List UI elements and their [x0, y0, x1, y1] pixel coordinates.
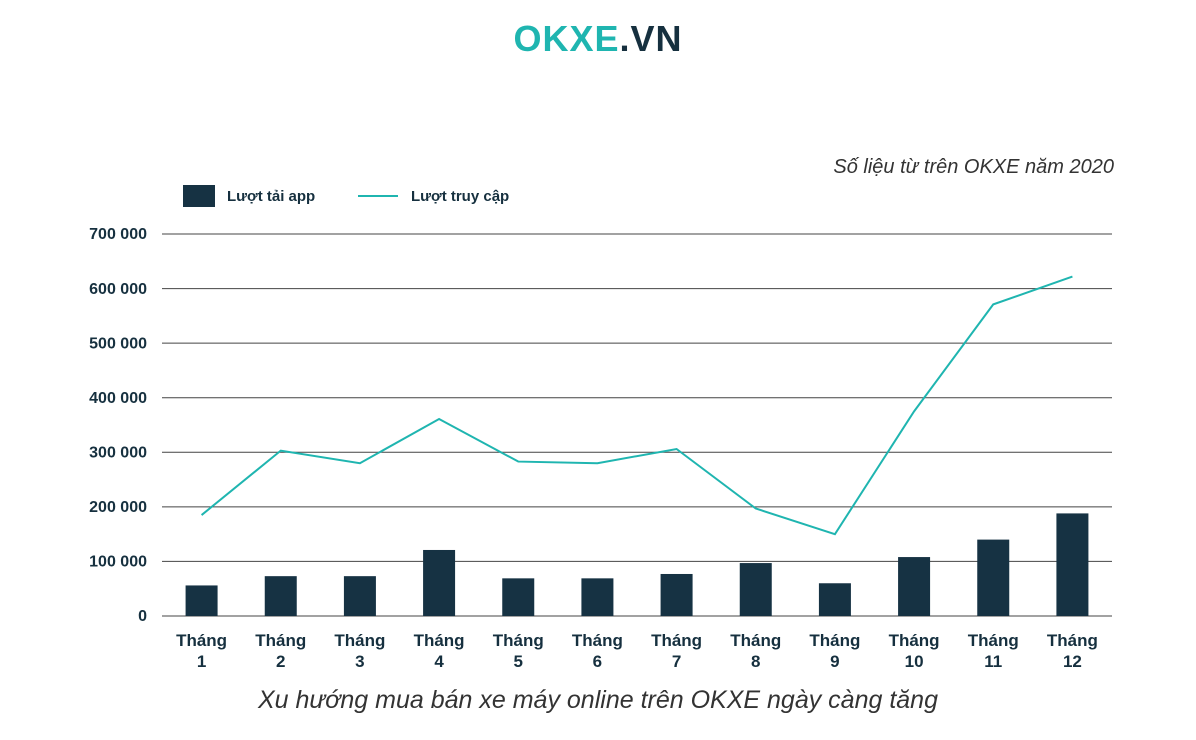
x-tick-label: Tháng 5 [493, 631, 544, 671]
bar [1056, 513, 1089, 616]
bar [818, 583, 851, 616]
bar [898, 557, 931, 616]
y-tick-label: 500 000 [89, 335, 147, 352]
y-tick-label: 200 000 [89, 499, 147, 516]
x-tick-label: Tháng 11 [968, 631, 1019, 671]
bar [423, 549, 456, 616]
x-tick-label: Tháng 12 [1047, 631, 1098, 671]
okxe-logo: OKXE.VN [0, 18, 1196, 60]
x-tick-label: Tháng 4 [414, 631, 465, 671]
bar [660, 573, 693, 616]
x-tick-label: Tháng 1 [176, 631, 227, 671]
logo-tld: .VN [619, 18, 683, 59]
y-tick-label: 400 000 [89, 390, 147, 407]
y-tick-label: 0 [138, 608, 147, 625]
x-tick-label: Tháng 7 [651, 631, 702, 671]
bar [977, 539, 1010, 616]
x-tick-label: Tháng 9 [809, 631, 860, 671]
logo-brand: OKXE [513, 18, 620, 59]
x-tick-label: Tháng 2 [255, 631, 306, 671]
legend-label-luot-truy-cap: Lượt truy cập [411, 188, 509, 205]
bar [739, 563, 772, 616]
source-note: Số liệu từ trên OKXE năm 2020 [833, 156, 1114, 178]
y-tick-label: 300 000 [89, 445, 147, 462]
chart-caption: Xu hướng mua bán xe máy online trên OKXE… [258, 686, 938, 714]
y-tick-label: 100 000 [89, 554, 147, 571]
bar [185, 585, 218, 616]
x-tick-label: Tháng 3 [334, 631, 385, 671]
line-series-luot-truy-cap [200, 275, 1073, 536]
x-tick-label: Tháng 8 [730, 631, 781, 671]
y-tick-label: 600 000 [89, 281, 147, 298]
x-tick-label: Tháng 6 [572, 631, 623, 671]
legend-label-luot-tai-app: Lượt tải app [227, 188, 315, 205]
legend-swatch-bar [183, 185, 215, 207]
x-tick-label: Tháng 10 [889, 631, 940, 671]
bar [581, 578, 614, 616]
bar [343, 576, 376, 616]
y-tick-label: 700 000 [89, 226, 147, 243]
bar [502, 578, 535, 616]
bar [264, 576, 297, 616]
